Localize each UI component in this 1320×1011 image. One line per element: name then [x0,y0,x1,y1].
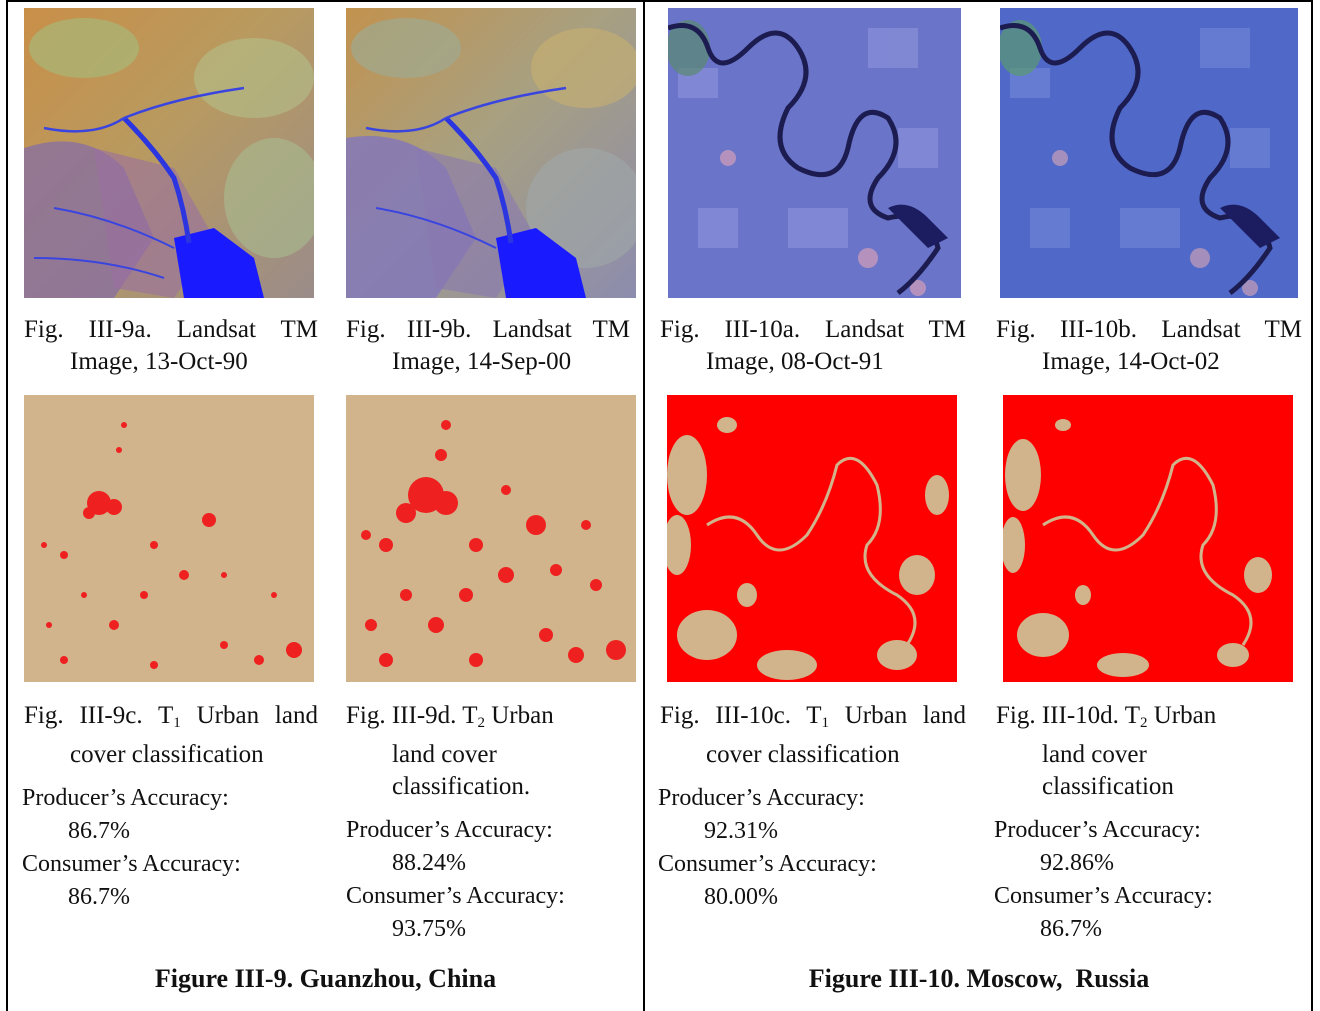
figure-title-guangzhou: Figure III-9. Guanzhou, China [154,964,497,993]
caption-10b: Fig. III-10b. Landsat TM Image, 14-Oct-0… [996,316,1302,375]
landsat-image-10b [1000,8,1298,298]
classification-map-10c [667,395,957,682]
accuracy-10c: Producer’s Accuracy: 92.31% Consumer’s A… [658,785,877,910]
landsat-image-10a [668,8,961,298]
landsat-image-9b [346,8,636,298]
caption-9c: Fig. III-9c. T1 Urban land cover classif… [24,702,318,768]
classification-map-10d [1003,395,1293,682]
caption-10c: Fig. III-10c. T1 Urban land cover classi… [660,702,966,768]
classification-map-9d [346,395,636,682]
column-divider [643,0,645,1011]
caption-9b: Fig. III-9b. Landsat TM Image, 14-Sep-00 [346,316,630,375]
caption-9a: Fig. III-9a. Landsat TM Image, 13-Oct-90 [24,316,318,375]
accuracy-10d: Producer’s Accuracy: 92.86% Consumer’s A… [994,817,1213,942]
figure-title-moscow: Figure III-10. Moscow, Russia [808,964,1150,993]
caption-9d: Fig. III-9d. T2 Urban land cover classif… [346,702,554,800]
caption-10a: Fig. III-10a. Landsat TM Image, 08-Oct-9… [660,316,966,375]
figure-table-frame [6,0,1313,1011]
classification-map-9c [24,395,314,682]
accuracy-9d: Producer’s Accuracy: 88.24% Consumer’s A… [346,817,565,942]
accuracy-9c: Producer’s Accuracy: 86.7% Consumer’s Ac… [22,785,241,910]
landsat-image-9a [24,8,314,298]
caption-10d: Fig. III-10d. T2 Urban land cover classi… [996,702,1217,800]
